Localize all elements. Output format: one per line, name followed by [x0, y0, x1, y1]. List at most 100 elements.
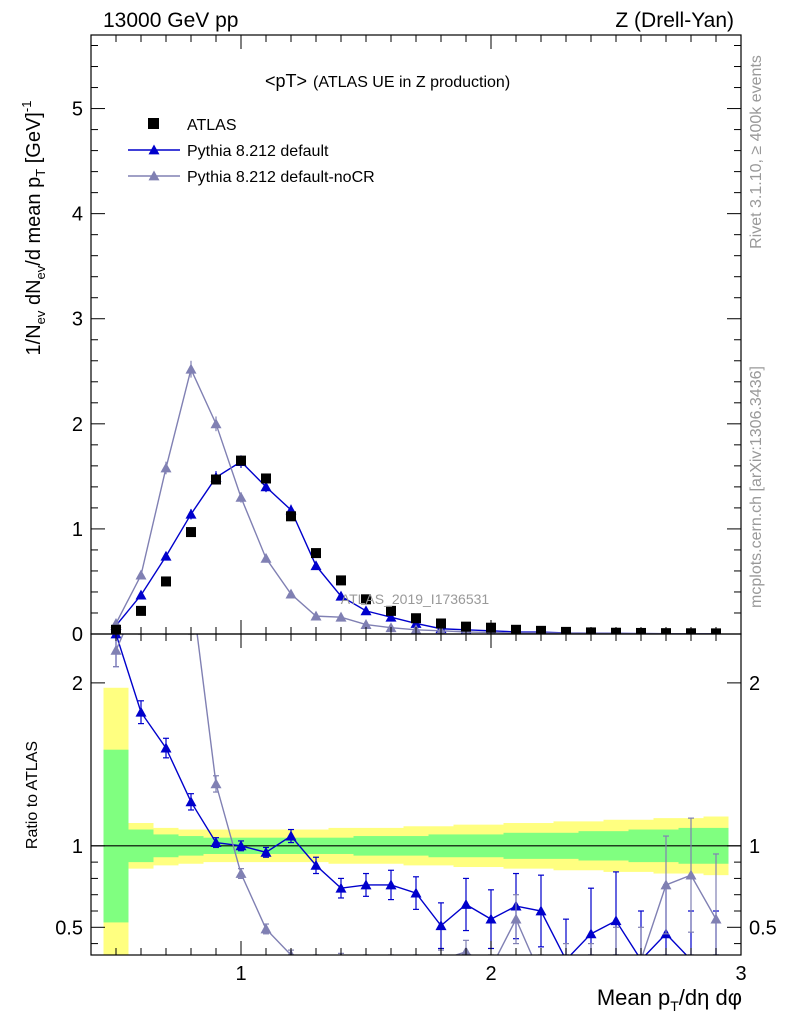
y-tick-label-2: 2: [72, 414, 83, 436]
r-tick-label-left-1: 1: [72, 836, 83, 858]
header-right: Z (Drell-Yan): [615, 9, 734, 32]
legend-label-1: Pythia 8.212 default: [187, 143, 329, 160]
legend-marker-0: [148, 118, 159, 129]
r-tick-label-right-2: 2: [749, 673, 760, 695]
ratio-0-point-21: [640, 954, 642, 955]
series-1-point-7: [285, 588, 297, 599]
r-tick-label-left-0: 0.5: [55, 917, 83, 939]
ratio-1-point-11: [386, 959, 397, 969]
series-1-point-3: [185, 363, 197, 374]
y-tick-label-3: 3: [72, 309, 83, 331]
ratio-1-point-23: [685, 869, 697, 880]
data-point-3: [186, 527, 196, 538]
ratio-panel: [110, 498, 722, 981]
ratio-1-point-21: [640, 954, 642, 955]
series-0-point-9: [335, 590, 347, 601]
ratio-0-point-7: [285, 830, 297, 841]
ratio-0-point-14: [460, 898, 472, 909]
ratio-0-point-19: [585, 928, 597, 939]
r-tick-label-right-1: 1: [749, 836, 760, 858]
legend-marker-2: [148, 170, 160, 181]
title-sub: (ATLAS UE in Z production): [313, 74, 510, 91]
ratio-line-0: [115, 634, 688, 955]
ratio-bands: [91, 687, 741, 955]
x-tick-label-1: 2: [485, 963, 496, 985]
ratio-1-point-12: [411, 959, 422, 969]
ratio-1-point-19: [590, 954, 592, 955]
ratio-1-point-13: [440, 954, 442, 955]
ratio-0-point-15: [485, 913, 497, 924]
series-0-point-2: [160, 550, 172, 561]
axes: 1 2 3 0 1 2 3 4 5 0.5 0.5 1 1 2 2: [55, 34, 777, 985]
legend: ATLAS Pythia 8.212 default Pythia 8.212 de…: [128, 117, 375, 186]
series-1-point-8: [310, 610, 322, 621]
series-1-point-9: [335, 611, 347, 622]
series-1-point-6: [260, 552, 272, 563]
ratio-0-point-9: [335, 882, 347, 893]
data-point-5: [236, 455, 246, 466]
series-0-point-11: [385, 611, 397, 622]
title-main: <pT>: [265, 71, 307, 91]
ratio-0-point-12: [410, 887, 422, 898]
ratio-0-point-8: [310, 859, 322, 870]
ratio-1-point-2: [161, 498, 172, 508]
plot-title: <pT> (ATLAS UE in Z production): [265, 71, 510, 91]
band-green-0: [103, 749, 129, 923]
ratio-1-point-8: [311, 967, 322, 977]
ratio-1-point-16: [510, 913, 522, 924]
ratio-0-point-2: [160, 742, 172, 753]
y-tick-label-0: 0: [72, 624, 83, 646]
y-tick-label-1: 1: [72, 519, 83, 541]
ratio-0-point-20: [610, 915, 622, 926]
legend-marker-1: [148, 144, 160, 155]
data-point-7: [286, 511, 296, 522]
series-1-point-1: [135, 569, 147, 580]
ratio-0-point-5: [235, 840, 247, 851]
data-point-11: [386, 605, 396, 616]
data-point-9: [336, 575, 346, 586]
ratio-ylabel: Ratio to ATLAS: [24, 741, 41, 849]
y-tick-label-5: 5: [72, 99, 83, 121]
series-1-point-10: [360, 619, 372, 629]
x-tick-label-0: 1: [235, 963, 246, 985]
main-ylabel: 1/Nev dNev/d mean pT [GeV]-1: [19, 101, 48, 356]
ratio-0-point-1: [135, 706, 147, 717]
ratio-0-point-17: [535, 905, 547, 916]
ratio-0-point-6: [260, 846, 272, 857]
data-point-4: [211, 474, 221, 485]
series-0-point-8: [310, 560, 322, 571]
data-point-10: [361, 594, 371, 605]
data-point-13: [436, 618, 446, 629]
series-0-point-1: [135, 589, 147, 600]
ratio-1-point-24: [710, 913, 722, 924]
legend-label-2: Pythia 8.212 default-noCR: [187, 169, 375, 186]
ratio-1-point-0: [110, 644, 122, 655]
r-tick-label-right-0: 0.5: [749, 917, 777, 939]
legend-item-2: Pythia 8.212 default-noCR: [128, 169, 375, 186]
legend-item-1: Pythia 8.212 default: [128, 143, 329, 160]
ratio-0-point-24: [715, 954, 717, 955]
ratio-1-point-17: [536, 971, 547, 981]
data-point-1: [136, 605, 146, 616]
ratio-0-point-4: [210, 837, 222, 847]
ratio-1-point-22: [660, 879, 672, 890]
ratio-1-point-4: [210, 778, 222, 789]
data-point-12: [411, 613, 421, 624]
series-line-0: [115, 460, 716, 634]
y-tick-label-4: 4: [72, 204, 83, 226]
r-tick-label-left-2: 2: [72, 673, 83, 695]
ratio-0-point-3: [185, 796, 197, 807]
ratio-1-point-10: [361, 959, 372, 969]
x-tick-label-2: 3: [735, 963, 746, 985]
ratio-0-point-13: [435, 920, 447, 931]
data-point-8: [311, 548, 321, 559]
data-point-14: [461, 621, 471, 632]
ratio-0-point-11: [385, 879, 397, 890]
mcplots-label: mcplots.cern.ch [arXiv:1306.3436]: [748, 366, 765, 608]
legend-label-0: ATLAS: [187, 117, 237, 134]
series-1-point-5: [235, 491, 247, 502]
xlabel: Mean pT/dη dφ: [597, 985, 742, 1014]
ratio-0-point-10: [360, 879, 372, 890]
series-1-point-2: [160, 462, 172, 473]
